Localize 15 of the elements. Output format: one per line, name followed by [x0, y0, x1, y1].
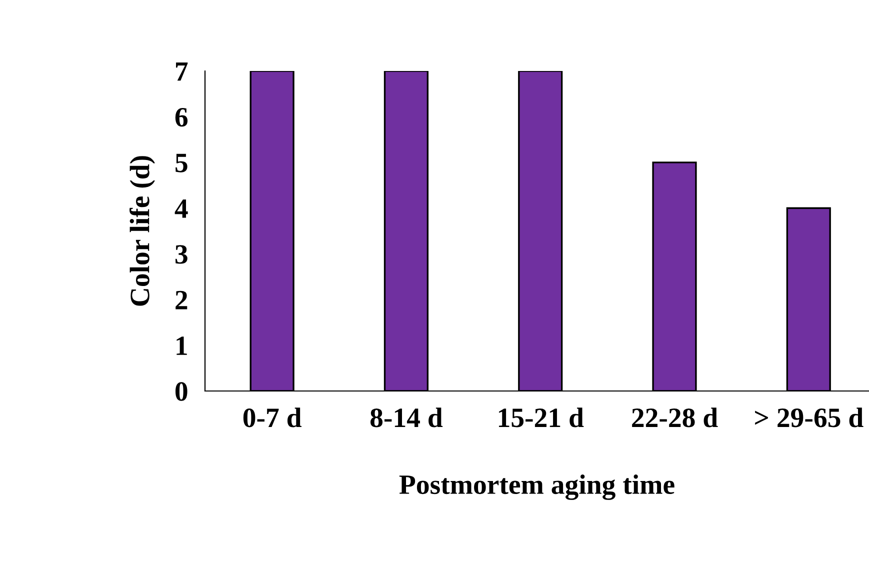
- y-tick-label: 3: [175, 245, 188, 264]
- y-tick-label: 2: [176, 290, 188, 310]
- x-tick-label: > 29-65 d: [755, 408, 864, 428]
- y-axis-title: Color life (d): [130, 156, 155, 306]
- y-tick-label: 7: [176, 62, 188, 81]
- x-tick-label: 15-21 d: [498, 408, 584, 428]
- y-tick-label: 4: [174, 199, 188, 218]
- y-tick-label: 1: [176, 336, 187, 355]
- y-tick-label: 0: [176, 382, 188, 401]
- x-tick-label: 0-7 d: [243, 408, 302, 428]
- y-tick-label: 5: [176, 154, 188, 172]
- y-tick-label: 6: [175, 108, 188, 127]
- x-axis-title: Postmortem aging time: [399, 474, 674, 500]
- x-tick-label: 22-28 d: [632, 408, 718, 428]
- x-tick-label: 8-14 d: [370, 408, 443, 428]
